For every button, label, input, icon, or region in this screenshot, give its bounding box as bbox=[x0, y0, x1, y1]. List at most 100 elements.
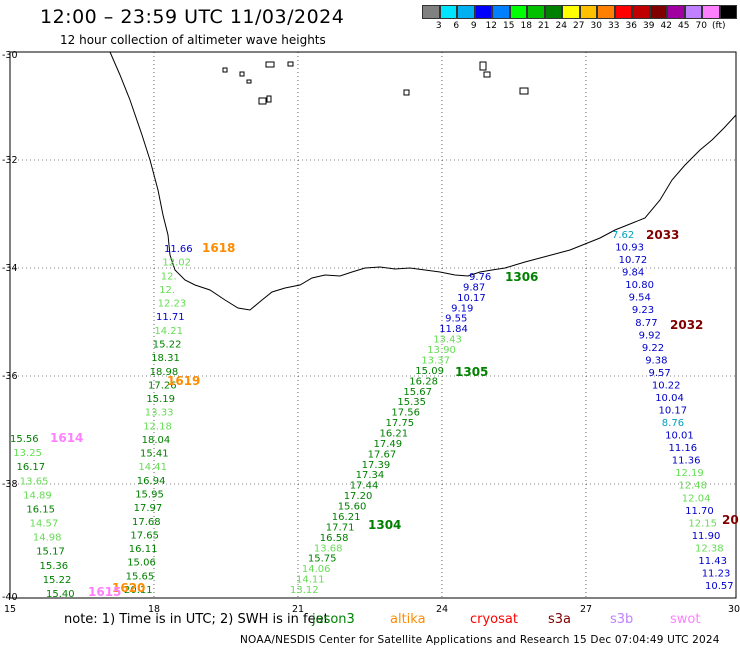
legend-swatch bbox=[649, 5, 667, 19]
swh-value: 9.22 bbox=[642, 343, 664, 354]
swh-value: 15.67 bbox=[403, 387, 432, 398]
swh-value: 17.68 bbox=[132, 517, 161, 528]
legend-value: 6 bbox=[453, 21, 460, 31]
swh-value: 15.17 bbox=[36, 547, 65, 558]
swh-value: 15.06 bbox=[127, 558, 156, 569]
swh-value: 12.02 bbox=[162, 258, 191, 269]
swh-value: 13.25 bbox=[13, 448, 42, 459]
mission-label: jason3 bbox=[312, 612, 355, 627]
swh-value: 15.41 bbox=[140, 449, 169, 460]
legend-swatch bbox=[422, 5, 440, 19]
swh-value: 10.01 bbox=[665, 431, 694, 442]
legend-value: 30 bbox=[590, 21, 602, 31]
swh-value: 13.12 bbox=[290, 585, 319, 596]
swh-value: 17.56 bbox=[391, 408, 420, 419]
swh-value: 15.75 bbox=[308, 554, 337, 565]
swh-value: 7.62 bbox=[612, 230, 634, 241]
legend-value: 24 bbox=[555, 21, 567, 31]
longitude-label: 15 bbox=[4, 604, 16, 615]
latitude-label: -32 bbox=[2, 155, 18, 166]
swh-value: 11.71 bbox=[156, 312, 185, 323]
legend-swatch bbox=[614, 5, 632, 19]
swh-value: 17.39 bbox=[362, 460, 391, 471]
swh-value: 10.80 bbox=[625, 280, 654, 291]
map-subtitle: 12 hour collection of altimeter wave hei… bbox=[60, 33, 326, 47]
swh-value: 18.98 bbox=[150, 367, 179, 378]
pass-number: 2032 bbox=[670, 318, 703, 332]
swh-value: 16.21 bbox=[380, 429, 409, 440]
swh-value: 11.36 bbox=[672, 456, 701, 467]
swh-value: 17.75 bbox=[386, 418, 415, 429]
map-frame bbox=[9, 51, 737, 599]
swh-value: 12.48 bbox=[678, 481, 707, 492]
legend-swatch bbox=[667, 5, 685, 19]
swh-value: 10.17 bbox=[659, 406, 688, 417]
longitude-label: 21 bbox=[292, 604, 304, 615]
legend-swatch bbox=[474, 5, 492, 19]
swh-value: 9.54 bbox=[629, 293, 651, 304]
pass-number: 20 bbox=[722, 513, 739, 527]
swh-value: 18.31 bbox=[151, 353, 180, 364]
pass-number: 1614 bbox=[50, 431, 83, 445]
swh-value: 11.66 bbox=[164, 244, 193, 255]
legend-value: 3 bbox=[435, 21, 442, 31]
swh-value: 17.97 bbox=[134, 503, 163, 514]
swh-value: 11.90 bbox=[692, 531, 721, 542]
swh-value: 12.18 bbox=[143, 421, 172, 432]
mission-label: s3a bbox=[548, 612, 572, 627]
swh-value: 12.19 bbox=[675, 468, 704, 479]
legend-value: 70 bbox=[695, 21, 707, 31]
pass-number: 1619 bbox=[167, 374, 200, 388]
swh-value: 12.23 bbox=[158, 299, 187, 310]
latitude-label: -36 bbox=[2, 371, 18, 382]
swh-value: 15.56 bbox=[10, 434, 39, 445]
swh-value: 17.67 bbox=[368, 449, 397, 460]
map-title: 12:00 – 23:59 UTC 11/03/2024 bbox=[40, 6, 345, 28]
swh-value: 15.60 bbox=[338, 502, 367, 513]
legend-swatch bbox=[684, 5, 702, 19]
legend-value: 21 bbox=[538, 21, 550, 31]
swh-value: 14.11 bbox=[296, 575, 325, 586]
coastline bbox=[109, 51, 737, 311]
legend-swatch bbox=[562, 5, 580, 19]
swh-value: 8.76 bbox=[662, 418, 684, 429]
swh-value: 17.65 bbox=[130, 530, 159, 541]
legend-swatch bbox=[719, 5, 737, 19]
legend-value: 12 bbox=[485, 21, 497, 31]
swh-value: 12. bbox=[159, 285, 175, 296]
legend-swatch bbox=[509, 5, 527, 19]
swh-value: 9.92 bbox=[639, 330, 661, 341]
color-legend bbox=[422, 5, 737, 19]
pass-number: 2033 bbox=[646, 228, 679, 242]
longitude-label: 18 bbox=[148, 604, 160, 615]
swh-value: 11.23 bbox=[702, 569, 731, 580]
swh-tracks: 11.66 12.02 12. 12. 12.23 11.71 14.21 15.22 18.3… bbox=[10, 230, 734, 600]
legend-swatch bbox=[702, 5, 720, 19]
mission-label: altika bbox=[390, 612, 426, 627]
legend-swatch bbox=[544, 5, 562, 19]
swh-value: 14.57 bbox=[30, 519, 59, 530]
swh-value: 15.09 bbox=[415, 366, 444, 377]
swh-value: 14.21 bbox=[154, 326, 183, 337]
legend-value: 39 bbox=[643, 21, 655, 31]
swh-value: 16.15 bbox=[26, 505, 55, 516]
swh-value: 10.72 bbox=[619, 255, 648, 266]
legend-value: 36 bbox=[625, 21, 637, 31]
swh-value: 16.11 bbox=[129, 544, 158, 555]
swh-value: 9.84 bbox=[622, 268, 644, 279]
legend-value: 9 bbox=[470, 21, 477, 31]
latitude-label: -34 bbox=[2, 263, 18, 274]
swh-value: 9.19 bbox=[451, 303, 473, 314]
latitude-label: -30 bbox=[2, 50, 18, 61]
swh-value: 17.71 bbox=[326, 522, 355, 533]
legend-swatch bbox=[457, 5, 475, 19]
inland-water bbox=[222, 61, 529, 105]
latitude-labels: -30 -32 -34 -36 -38 -40 bbox=[2, 50, 18, 603]
longitude-label: 24 bbox=[436, 604, 448, 615]
legend-value: 42 bbox=[660, 21, 672, 31]
swh-value: 9.23 bbox=[632, 305, 654, 316]
pass-number: 1620 bbox=[112, 581, 145, 595]
swh-value: 15.36 bbox=[40, 561, 69, 572]
latitude-label: -40 bbox=[2, 592, 18, 603]
swh-value: 18.04 bbox=[142, 435, 171, 446]
